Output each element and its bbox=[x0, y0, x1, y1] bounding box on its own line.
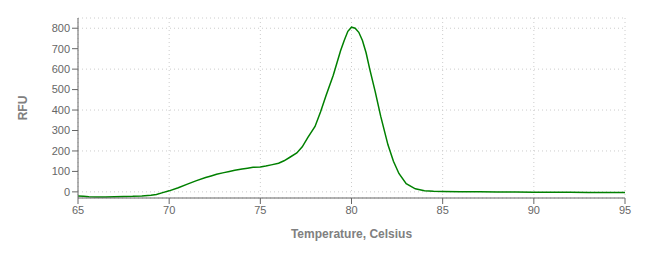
svg-text:80: 80 bbox=[345, 204, 357, 216]
svg-text:90: 90 bbox=[528, 204, 540, 216]
svg-text:600: 600 bbox=[52, 63, 70, 75]
svg-text:65: 65 bbox=[72, 204, 84, 216]
svg-text:85: 85 bbox=[437, 204, 449, 216]
svg-text:100: 100 bbox=[52, 165, 70, 177]
svg-text:70: 70 bbox=[163, 204, 175, 216]
svg-text:300: 300 bbox=[52, 124, 70, 136]
svg-text:RFU: RFU bbox=[16, 96, 30, 121]
svg-text:200: 200 bbox=[52, 145, 70, 157]
svg-text:400: 400 bbox=[52, 104, 70, 116]
svg-text:0: 0 bbox=[64, 186, 70, 198]
svg-text:Temperature, Celsius: Temperature, Celsius bbox=[291, 227, 412, 241]
svg-text:700: 700 bbox=[52, 43, 70, 55]
svg-text:95: 95 bbox=[619, 204, 631, 216]
svg-text:800: 800 bbox=[52, 22, 70, 34]
svg-text:500: 500 bbox=[52, 83, 70, 95]
svg-text:75: 75 bbox=[254, 204, 266, 216]
